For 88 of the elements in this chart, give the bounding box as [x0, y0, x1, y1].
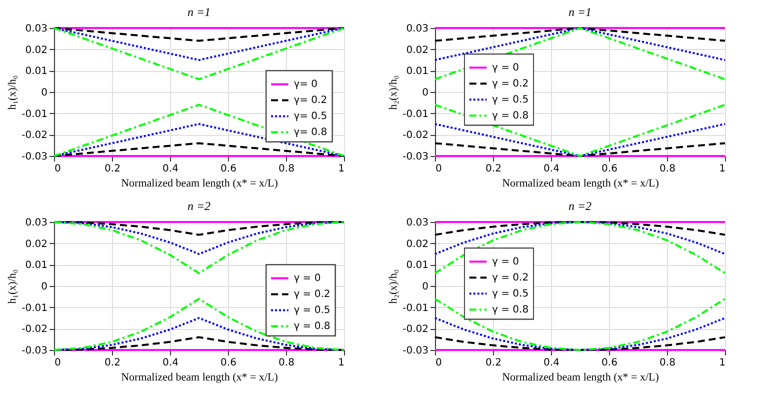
line-series — [53, 221, 345, 274]
legend-label: γ = 0.5 — [294, 305, 330, 316]
y-tick-label: -0.01 — [402, 302, 428, 314]
legend-label: γ= 0.5 — [294, 111, 328, 122]
y-tick-label: -0.01 — [22, 108, 48, 120]
legend-label: γ = 0.2 — [492, 78, 529, 90]
y-tick-label: 0 — [41, 282, 48, 292]
y-tick-label: -0.03 — [22, 346, 48, 356]
x-tick-label: 0.6 — [220, 358, 236, 368]
legend-label: γ= 0.2 — [294, 95, 328, 106]
y-tick-label: 0.02 — [25, 44, 48, 56]
chart-title: n =2 — [568, 199, 592, 213]
y-tick-label: 0.03 — [406, 218, 428, 228]
y-tick-label: -0.03 — [402, 152, 428, 162]
line-series — [434, 336, 726, 351]
x-tick-label: 0 — [436, 164, 442, 174]
legend-label: γ = 0.8 — [294, 321, 330, 332]
y-tick-label: 0.02 — [406, 238, 428, 250]
legend-label: γ= 0.8 — [294, 127, 328, 138]
x-tick-label: 0.4 — [544, 164, 560, 174]
chart-title: n =2 — [187, 199, 211, 213]
y-tick-label: -0.01 — [402, 108, 428, 120]
x-tick-label: 1 — [719, 164, 726, 174]
y-tick-label: 0.02 — [25, 238, 48, 250]
line-series — [434, 221, 726, 236]
y-tick-label: -0.03 — [402, 346, 428, 356]
y-tick-label: 0.03 — [406, 24, 428, 34]
x-tick-label: 1 — [338, 358, 344, 368]
y-tick-label: -0.03 — [22, 152, 48, 162]
x-tick-label: 0.6 — [602, 358, 618, 368]
legend-label: γ= 0 — [294, 79, 318, 90]
x-tick-label: 0.8 — [278, 358, 294, 368]
x-tick-label: 0.8 — [660, 164, 676, 174]
y-axis-title: h₁(x)/h₀ — [6, 269, 19, 304]
y-tick-label: 0.03 — [25, 218, 48, 228]
y-tick-label: -0.02 — [402, 324, 428, 336]
x-tick-label: 0.8 — [660, 358, 676, 368]
y-tick-label: -0.02 — [402, 130, 428, 142]
x-tick-label: 0.4 — [162, 358, 178, 368]
legend-label: γ = 0 — [294, 273, 321, 284]
y-tick-label: 0.01 — [406, 260, 428, 272]
y-tick-label: -0.02 — [22, 130, 48, 142]
x-tick-label: 0.2 — [486, 358, 502, 368]
y-tick-label: 0.02 — [406, 44, 428, 56]
x-tick-label: 0 — [54, 164, 61, 174]
x-tick-label: 1 — [719, 358, 726, 368]
legend-label: γ = 0.8 — [492, 110, 529, 122]
x-tick-label: 0.6 — [220, 164, 236, 174]
y-axis-title: h₂(x)/h₀ — [388, 269, 400, 304]
legend-label: γ = 0.2 — [294, 289, 330, 300]
x-tick-label: 0.2 — [104, 164, 120, 174]
y-tick-label: -0.02 — [22, 324, 48, 336]
line-series — [434, 298, 726, 351]
x-tick-label: 0.2 — [104, 358, 120, 368]
y-tick-label: 0 — [41, 88, 48, 98]
x-axis-title: Normalized beam length (x* = x/L) — [121, 372, 278, 384]
y-axis-title: h₂(x)/h₀ — [388, 75, 400, 110]
y-tick-label: 0 — [422, 282, 428, 292]
x-tick-label: 0 — [436, 358, 442, 368]
legend-label: γ = 0 — [492, 62, 520, 74]
x-tick-label: 0.2 — [486, 164, 502, 174]
chart-title: n =1 — [568, 5, 592, 19]
y-axis-title: h₁(x)/h₀ — [6, 75, 19, 110]
x-tick-label: 0.4 — [162, 164, 178, 174]
line-series — [434, 221, 726, 274]
x-tick-label: 0.6 — [602, 164, 618, 174]
legend-label: γ = 0.5 — [492, 288, 529, 300]
legend-label: γ = 0 — [492, 256, 520, 268]
y-tick-label: -0.01 — [22, 302, 48, 314]
y-tick-label: 0 — [422, 88, 428, 98]
chart-title: n =1 — [187, 5, 211, 19]
x-axis-title: Normalized beam length (x* = x/L) — [121, 178, 278, 190]
y-tick-label: 0.01 — [406, 66, 428, 78]
line-series — [434, 221, 726, 255]
line-series — [53, 298, 345, 351]
x-tick-label: 0 — [54, 358, 61, 368]
x-tick-label: 1 — [338, 164, 344, 174]
x-axis-title: Normalized beam length (x* = x/L) — [502, 178, 660, 190]
y-tick-label: 0.01 — [25, 260, 48, 272]
x-axis-title: Normalized beam length (x* = x/L) — [502, 372, 660, 384]
x-tick-label: 0.4 — [544, 358, 560, 368]
legend-label: γ = 0.8 — [492, 304, 529, 316]
y-tick-label: 0.01 — [25, 66, 48, 78]
legend-label: γ = 0.2 — [492, 272, 529, 284]
x-tick-label: 0.8 — [278, 164, 294, 174]
legend-label: γ = 0.5 — [492, 94, 529, 106]
line-series — [434, 317, 726, 351]
y-tick-label: 0.03 — [25, 24, 48, 34]
